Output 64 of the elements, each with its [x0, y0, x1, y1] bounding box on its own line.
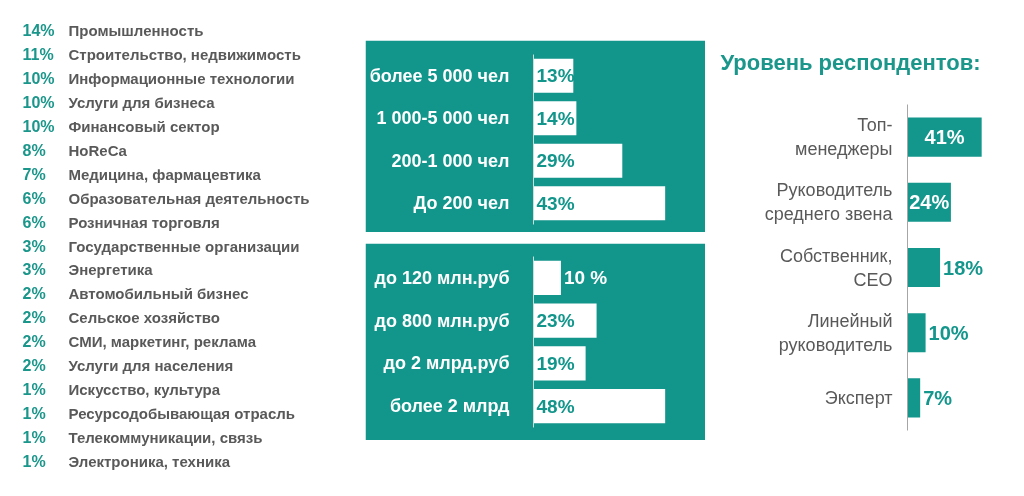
y-tick-label: более 5 000 чел	[369, 65, 510, 86]
data-label: 29%	[536, 150, 575, 172]
data-label: 3%	[22, 237, 46, 255]
data-label: 8%	[22, 141, 46, 159]
category-label: Сельское хозяйство	[68, 309, 220, 327]
data-label: 19%	[536, 352, 575, 374]
category-label: Автомобильный бизнес	[68, 285, 249, 303]
data-label: 48%	[536, 395, 575, 417]
category-label: HoReCa	[68, 141, 128, 159]
category-label: Государственные организации	[68, 237, 300, 255]
category-label: Промышленность	[68, 22, 204, 39]
data-label: 2%	[22, 357, 46, 375]
category-label: Искусство, культура	[68, 381, 221, 399]
data-label: 18%	[943, 256, 984, 279]
data-label: 1%	[22, 381, 46, 399]
category-label: Услуги для бизнеса	[68, 93, 216, 111]
data-label: 14%	[536, 107, 575, 129]
y-tick-label: До 200 чел	[413, 193, 510, 214]
data-label: 43%	[536, 192, 575, 214]
data-label: 10 %	[563, 267, 608, 289]
y-tick-label: Топ- менеджеры	[795, 115, 893, 160]
data-label: 2%	[22, 309, 46, 327]
y-tick-label: Собственник, CEO	[779, 245, 893, 290]
data-label: 7%	[22, 165, 46, 183]
data-label: 2%	[22, 285, 46, 303]
y-tick-label: 1 000-5 000 чел	[376, 108, 510, 129]
data-label: 6%	[22, 213, 46, 231]
y-tick-label: до 800 млн.руб	[374, 310, 510, 331]
category-label: Розничная торговля	[68, 213, 220, 231]
data-label: 10%	[22, 93, 55, 111]
data-label: 1%	[22, 405, 46, 423]
y-tick-label: Руководитель среднего звена	[764, 180, 894, 225]
data-label: 23%	[536, 310, 575, 332]
data-label: 10%	[22, 69, 55, 87]
y-tick-label: более 2 млрд	[389, 396, 511, 417]
y-tick-label: Линейный руководитель	[778, 310, 893, 355]
category-label: Энергетика	[68, 261, 154, 279]
y-tick-label: 200-1 000 чел	[391, 150, 510, 171]
data-label: 10%	[928, 321, 969, 344]
category-label: Телекоммуникации, связь	[68, 429, 263, 447]
category-label: Информационные технологии	[68, 69, 295, 87]
category-label: Образовательная деятельность	[68, 189, 310, 207]
data-label: 6%	[22, 189, 46, 207]
data-label: 1%	[22, 453, 46, 470]
data-label: 24%	[909, 191, 950, 214]
data-label: 7%	[923, 386, 953, 409]
y-tick-label: Эксперт	[824, 387, 893, 408]
data-label: 2%	[22, 333, 46, 351]
data-label: 1%	[22, 429, 46, 447]
data-label: 3%	[22, 261, 46, 279]
chart-title: Уровень респондентов:	[720, 50, 981, 75]
category-label: Строительство, недвижимость	[68, 45, 301, 63]
category-label: Ресурсодобывающая отрасль	[68, 405, 296, 423]
category-label: Финансовый сектор	[68, 117, 220, 135]
data-label: 10%	[22, 117, 55, 135]
category-label: Электроника, техника	[68, 453, 231, 470]
y-tick-label: до 120 млн.руб	[374, 267, 510, 288]
y-tick-label: до 2 млрд.руб	[383, 353, 510, 374]
data-label: 41%	[924, 126, 965, 149]
data-label: 14%	[22, 22, 55, 39]
category-label: Медицина, фармацевтика	[68, 165, 262, 183]
category-label: СМИ, маркетинг, реклама	[68, 333, 257, 351]
category-label: Услуги для населения	[68, 357, 234, 375]
data-label: 11%	[22, 45, 54, 63]
